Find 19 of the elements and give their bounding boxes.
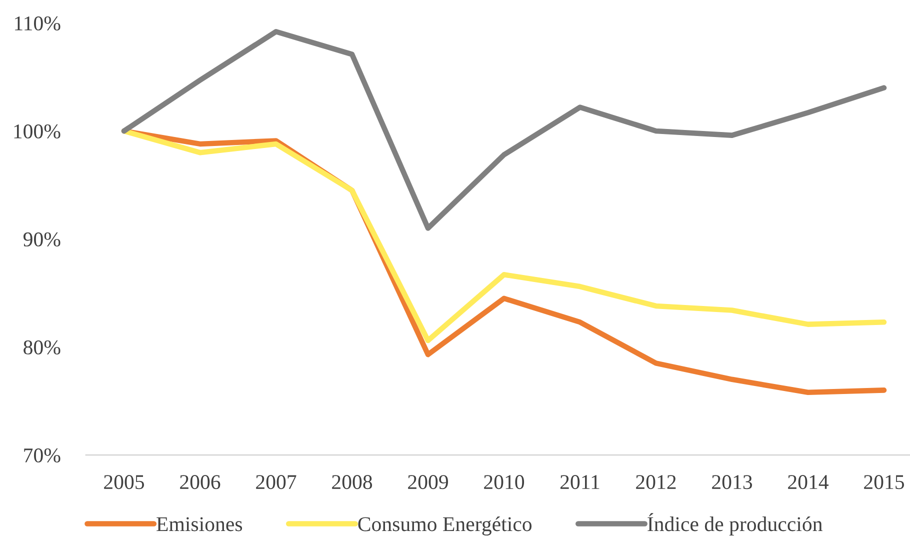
x-tick-label: 2011 — [560, 475, 600, 490]
y-tick-label: 80% — [24, 340, 60, 354]
x-tick-label: 2006 — [180, 475, 220, 490]
x-tick-label: 2013 — [712, 475, 752, 490]
x-tick-label: 2008 — [332, 475, 372, 490]
y-tick-label: 70% — [24, 448, 60, 462]
legend-label: Emisiones — [156, 517, 242, 532]
y-tick-label: 100% — [14, 124, 60, 138]
y-tick-label: 110% — [15, 16, 60, 30]
y-tick-label: 90% — [23, 232, 60, 246]
x-tick-label: 2009 — [408, 475, 448, 490]
x-tick-label: 2015 — [864, 475, 904, 490]
legend-label: Consumo Energético — [358, 516, 532, 536]
x-tick-label: 2014 — [788, 475, 829, 490]
x-tick-label: 2010 — [484, 475, 524, 490]
x-tick-label: 2005 — [104, 475, 144, 490]
legend-label: Índice de producción — [648, 513, 822, 536]
x-tick-label: 2012 — [636, 475, 676, 490]
x-tick-label: 2007 — [256, 475, 296, 490]
